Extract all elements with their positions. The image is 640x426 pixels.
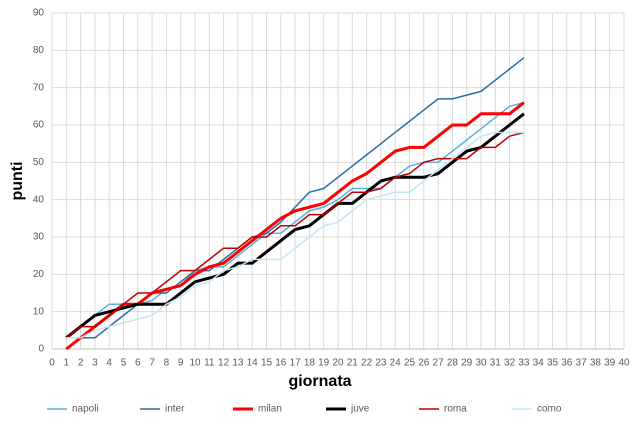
x-tick-label: 11	[204, 358, 215, 369]
x-tick-label: 10	[189, 358, 201, 369]
x-tick-label: 14	[247, 358, 259, 369]
y-tick-label: 20	[33, 269, 45, 280]
legend-label: milan	[258, 404, 282, 415]
x-tick-label: 18	[304, 358, 316, 369]
legend-label: roma	[444, 404, 467, 415]
x-tick-label: 7	[149, 358, 155, 369]
y-tick-label: 70	[33, 82, 45, 93]
x-tick-label: 5	[121, 358, 127, 369]
x-tick-label: 36	[561, 358, 573, 369]
series-line	[65, 101, 525, 351]
legend-label: napoli	[72, 404, 99, 415]
y-tick-label: 80	[33, 45, 45, 56]
x-tick-label: 27	[433, 358, 445, 369]
x-tick-label: 19	[318, 358, 330, 369]
x-tick-label: 24	[390, 358, 402, 369]
x-tick-label: 12	[218, 358, 230, 369]
x-tick-label: 15	[261, 358, 273, 369]
x-tick-label: 9	[178, 358, 184, 369]
y-tick-label: 0	[38, 344, 44, 355]
x-tick-label: 6	[135, 358, 141, 369]
series-line	[65, 131, 525, 339]
x-tick-label: 13	[232, 358, 244, 369]
legend-label: como	[537, 404, 562, 415]
x-tick-label: 33	[518, 358, 530, 369]
x-tick-label: 8	[164, 358, 170, 369]
series-line	[66, 131, 524, 339]
x-tick-label: 32	[504, 358, 516, 369]
x-tick-label: 38	[590, 358, 602, 369]
x-tick-label: 0	[49, 358, 55, 369]
y-tick-label: 50	[33, 157, 45, 168]
x-tick-label: 25	[404, 358, 416, 369]
x-tick-label: 16	[275, 358, 287, 369]
x-tick-label: 17	[290, 358, 302, 369]
x-tick-label: 37	[576, 358, 588, 369]
x-tick-label: 1	[64, 358, 70, 369]
x-tick-label: 20	[332, 358, 344, 369]
y-axis-title: punti	[9, 161, 26, 200]
legend-label: inter	[165, 404, 185, 415]
x-tick-label: 29	[461, 358, 473, 369]
y-tick-label: 10	[33, 306, 45, 317]
x-tick-label: 2	[78, 358, 84, 369]
legend-label: juve	[350, 404, 370, 415]
y-tick-label: 40	[33, 194, 45, 205]
x-tick-label: 39	[604, 358, 616, 369]
series-line	[65, 112, 525, 339]
x-tick-label: 23	[375, 358, 387, 369]
x-tick-label: 4	[106, 358, 112, 369]
x-tick-label: 40	[618, 358, 630, 369]
x-tick-label: 28	[447, 358, 459, 369]
x-tick-label: 31	[490, 358, 502, 369]
x-tick-label: 22	[361, 358, 373, 369]
x-tick-label: 26	[418, 358, 430, 369]
x-tick-label: 21	[347, 358, 359, 369]
y-tick-label: 60	[33, 120, 45, 131]
x-tick-label: 34	[533, 358, 545, 369]
y-tick-label: 30	[33, 232, 45, 243]
x-tick-label: 35	[547, 358, 559, 369]
x-axis-title: giornata	[288, 373, 351, 390]
x-tick-label: 30	[475, 358, 487, 369]
x-tick-label: 3	[92, 358, 98, 369]
y-tick-label: 90	[33, 8, 45, 19]
